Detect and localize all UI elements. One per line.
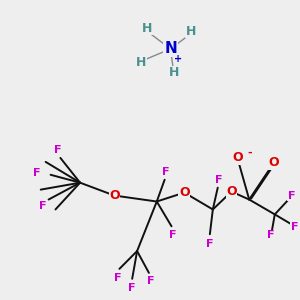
- Text: H: H: [169, 66, 180, 79]
- Text: F: F: [33, 168, 40, 178]
- Text: N: N: [164, 41, 177, 56]
- Text: H: H: [186, 25, 196, 38]
- Text: O: O: [109, 189, 120, 202]
- Text: F: F: [215, 175, 223, 185]
- Text: F: F: [54, 145, 61, 155]
- Text: F: F: [147, 276, 154, 286]
- Text: +: +: [174, 54, 182, 64]
- Text: F: F: [206, 239, 214, 249]
- Text: F: F: [39, 202, 46, 212]
- Text: F: F: [169, 230, 176, 240]
- Text: O: O: [232, 152, 243, 164]
- Text: O: O: [226, 185, 237, 198]
- Text: H: H: [136, 56, 146, 69]
- Text: O: O: [268, 156, 279, 170]
- Text: F: F: [267, 230, 274, 240]
- Text: F: F: [128, 283, 136, 293]
- Text: F: F: [162, 167, 169, 177]
- Text: F: F: [291, 222, 298, 232]
- Text: H: H: [142, 22, 152, 34]
- Text: -: -: [247, 148, 251, 158]
- Text: F: F: [288, 190, 295, 201]
- Text: F: F: [114, 273, 121, 283]
- Text: O: O: [179, 186, 190, 199]
